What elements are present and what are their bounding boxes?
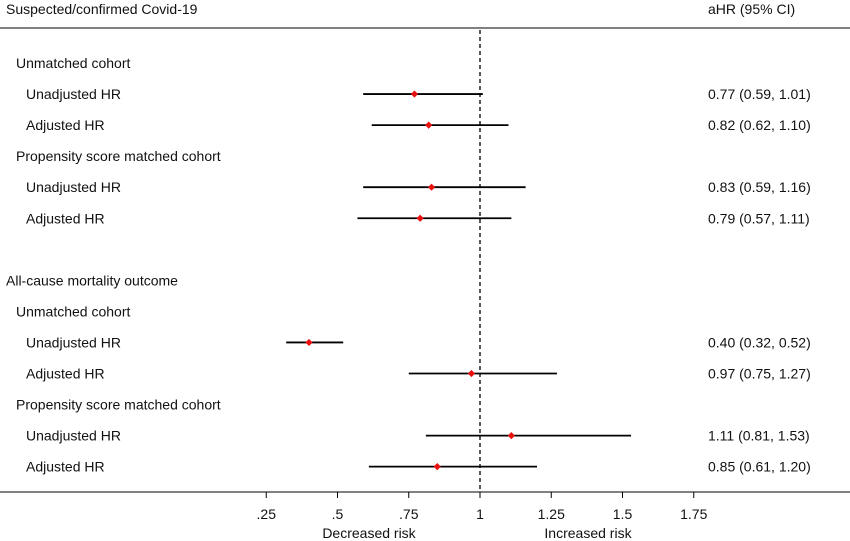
row-label: Adjusted HR — [26, 459, 105, 475]
forest-rows: Unmatched cohort Unadjusted HR 0.77 (0.59,… — [6, 30, 811, 490]
hr-marker — [410, 90, 419, 98]
row-label: Adjusted HR — [26, 366, 105, 382]
cohort-label: Unmatched cohort — [16, 55, 131, 71]
xlabel-left: Decreased risk — [322, 525, 416, 541]
hr-value-text: 0.97 (0.75, 1.27) — [708, 366, 811, 382]
x-tick-label: .5 — [332, 506, 344, 522]
hr-value-text: 1.11 (0.81, 1.53) — [708, 428, 810, 444]
x-axis: .25 .5 .75 1 1.25 1.5 1.75 — [257, 492, 708, 522]
x-tick-label: .75 — [399, 506, 419, 522]
row-label: Unadjusted HR — [26, 179, 121, 195]
hr-value-text: 0.82 (0.62, 1.10) — [708, 117, 811, 133]
x-tick-label: 1.5 — [613, 506, 633, 522]
hr-marker — [305, 338, 313, 347]
cohort-label: Propensity score matched cohort — [16, 148, 221, 164]
section-label: All-cause mortality outcome — [6, 272, 178, 288]
x-tick-label: .25 — [257, 506, 277, 522]
hr-marker — [507, 432, 515, 440]
row-label: Unadjusted HR — [26, 428, 121, 444]
hr-value-text: 0.79 (0.57, 1.11) — [708, 210, 810, 226]
x-tick-label: 1.75 — [680, 506, 707, 522]
hr-marker — [416, 214, 424, 222]
x-tick-label: 1 — [476, 506, 484, 522]
cohort-label: Unmatched cohort — [16, 303, 131, 319]
x-tick-label: 1.25 — [538, 506, 565, 522]
hr-marker — [467, 369, 476, 378]
hr-value-text: 0.83 (0.59, 1.16) — [708, 179, 811, 195]
hr-value-text: 0.77 (0.59, 1.01) — [708, 86, 811, 102]
row-label: Unadjusted HR — [26, 334, 121, 350]
row-label: Adjusted HR — [26, 117, 105, 133]
hr-value-text: 0.85 (0.61, 1.20) — [708, 459, 811, 475]
header-right: aHR (95% CI) — [708, 1, 795, 17]
hr-marker — [425, 121, 433, 129]
cohort-label: Propensity score matched cohort — [16, 397, 221, 413]
row-label: Unadjusted HR — [26, 86, 121, 102]
xlabel-right: Increased risk — [544, 525, 632, 541]
hr-marker — [433, 463, 441, 471]
hr-value-text: 0.40 (0.32, 0.52) — [708, 334, 811, 350]
row-label: Adjusted HR — [26, 210, 105, 226]
hr-marker — [427, 183, 436, 191]
header-left: Suspected/confirmed Covid-19 — [6, 1, 198, 17]
